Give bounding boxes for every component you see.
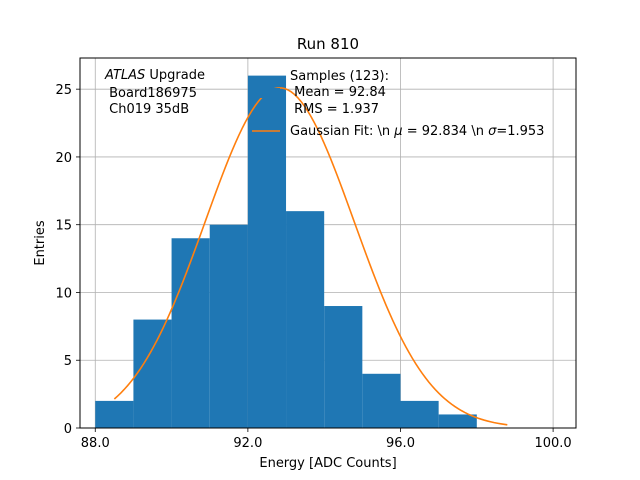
y-tick-label: 15 bbox=[55, 219, 72, 234]
legend-fit-sigma: σ bbox=[488, 124, 497, 139]
histogram-bar bbox=[247, 75, 287, 428]
histogram-bar bbox=[209, 224, 248, 428]
histogram-bar bbox=[324, 306, 363, 428]
histogram-bar bbox=[400, 400, 439, 428]
x-tick-label: 88.0 bbox=[81, 436, 110, 451]
atlas-annotation: ATLAS Upgrade Board186975 Ch019 35dB bbox=[104, 68, 205, 117]
legend-fit-sigma-text: =1.953 bbox=[496, 124, 544, 139]
histogram-bar bbox=[438, 414, 477, 428]
histogram-bar bbox=[362, 373, 401, 428]
plot-frame bbox=[79, 57, 577, 429]
histogram-bar bbox=[95, 400, 134, 428]
annotation-line-1: ATLAS Upgrade bbox=[104, 68, 205, 83]
axis-ticks: 88.0 92.0 96.0 100.0 0 5 10 15 20 25 bbox=[55, 83, 571, 451]
annotation-line-3: Ch019 35dB bbox=[105, 102, 189, 117]
y-tick-label: 0 bbox=[64, 422, 72, 437]
y-tick-label: 10 bbox=[55, 286, 72, 301]
gaussian-fit bbox=[113, 87, 508, 426]
legend-fit-prefix: Gaussian Fit: \n bbox=[290, 124, 394, 139]
legend-hist-line-1: Samples (123): bbox=[290, 69, 389, 84]
chart-title: Run 810 bbox=[297, 35, 359, 53]
annotation-rest: Upgrade bbox=[145, 68, 205, 83]
x-tick-label: 96.0 bbox=[386, 436, 415, 451]
x-axis-label: Energy [ADC Counts] bbox=[259, 456, 396, 471]
legend-hist-line-3: RMS = 1.937 bbox=[290, 102, 379, 117]
histogram-bar bbox=[286, 211, 325, 428]
legend: Samples (123): Mean = 92.84 RMS = 1.937 … bbox=[252, 69, 544, 139]
legend-hist-swatch bbox=[252, 88, 280, 98]
histogram-bar bbox=[171, 238, 210, 428]
legend-hist-line-2: Mean = 92.84 bbox=[290, 85, 386, 100]
y-tick-label: 25 bbox=[55, 83, 72, 98]
legend-fit-mu-text: = 92.834 \n bbox=[403, 124, 489, 139]
gaussian-fit-curve bbox=[113, 87, 508, 426]
x-tick-label: 92.0 bbox=[233, 436, 262, 451]
x-tick-label: 100.0 bbox=[534, 436, 571, 451]
y-axis-label: Entries bbox=[33, 220, 48, 266]
histogram-bar bbox=[133, 319, 172, 428]
annotation-line-2: Board186975 bbox=[105, 86, 197, 101]
legend-fit-label: Gaussian Fit: \n μ = 92.834 \n σ=1.953 bbox=[290, 124, 544, 139]
annotation-italic: ATLAS bbox=[104, 68, 145, 83]
y-tick-label: 5 bbox=[64, 354, 72, 369]
histogram-bars bbox=[95, 75, 477, 428]
legend-fit-mu: μ bbox=[393, 124, 402, 139]
y-tick-label: 20 bbox=[55, 151, 72, 166]
